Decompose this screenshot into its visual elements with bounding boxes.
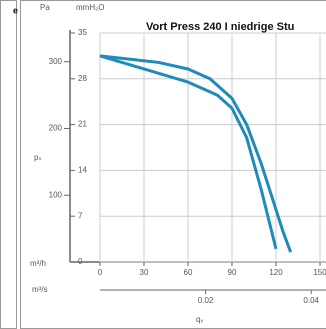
y-tick-label: 0 bbox=[78, 257, 83, 266]
y-tick-label: 7 bbox=[78, 211, 83, 220]
x-unit: m³/h bbox=[30, 259, 46, 268]
chart-panel bbox=[20, 0, 326, 329]
y-label: pₛ bbox=[34, 153, 41, 162]
x2-tick-label: 0.02 bbox=[198, 296, 214, 305]
x2-unit: m³/s bbox=[32, 285, 48, 294]
y-tick-label: 28 bbox=[78, 74, 87, 83]
x-tick-label: 30 bbox=[140, 268, 149, 277]
chart-title: Vort Press 240 I niedrige Stu bbox=[146, 21, 294, 33]
x2-tick-label: 0.04 bbox=[303, 296, 319, 305]
x-tick-label: 0 bbox=[98, 268, 103, 277]
x-tick-label: 60 bbox=[184, 268, 193, 277]
curve bbox=[99, 54, 293, 253]
y-tick-label: 14 bbox=[78, 166, 87, 175]
y-tick-label: 35 bbox=[78, 28, 87, 37]
curve bbox=[99, 54, 278, 250]
side-panel bbox=[0, 0, 17, 329]
x-tick-label: 120 bbox=[269, 268, 283, 277]
side-text: e bbox=[13, 5, 18, 15]
x-tick-label: 90 bbox=[228, 268, 237, 277]
y2-tick-label: 100 bbox=[49, 190, 63, 199]
y-unit: mmH₂O bbox=[76, 3, 104, 12]
y-tick-label: 21 bbox=[78, 120, 87, 129]
x-label: qᵥ bbox=[196, 315, 203, 324]
y2-unit: Pa bbox=[40, 3, 50, 12]
x-tick-label: 150 bbox=[313, 268, 326, 277]
y2-tick-label: 200 bbox=[49, 124, 63, 133]
y2-tick-label: 300 bbox=[49, 57, 63, 66]
